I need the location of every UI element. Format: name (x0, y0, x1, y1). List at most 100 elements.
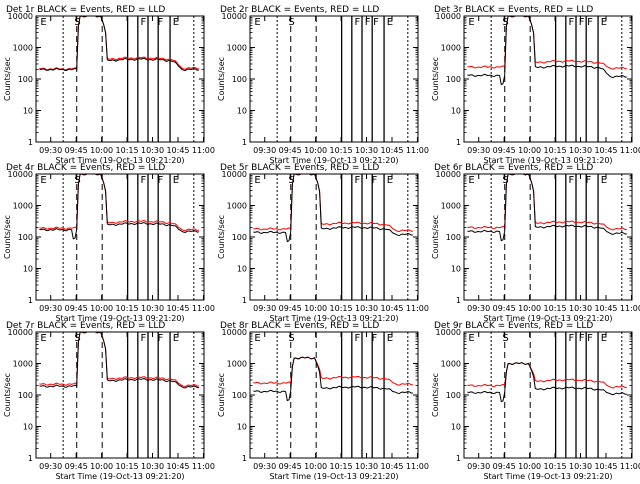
lld-series-line (253, 356, 413, 386)
y-tick-label: 1000 (227, 44, 247, 53)
lld-series-line (39, 332, 199, 388)
y-tick-label: 100 (232, 75, 247, 84)
x-tick-label: 10:30 (355, 146, 378, 155)
x-tick-label: 10:00 (518, 462, 541, 471)
plot-frame (463, 173, 633, 301)
x-tick-label: 10:30 (355, 462, 378, 471)
y-tick-label: 1000 (227, 202, 247, 211)
y-tick-label: 1 (456, 138, 461, 147)
y-axis-label: Counts/sec (217, 57, 226, 101)
plot-frame (463, 15, 633, 143)
y-axis-label: Counts/sec (217, 215, 226, 259)
lld-series-line (467, 174, 627, 231)
y-tick-label: 1 (242, 138, 247, 147)
y-tick-label: 10000 (8, 12, 33, 21)
y-tick-label: 10000 (8, 328, 33, 337)
panel-title: Det 4r BLACK = Events, RED = LLD (6, 163, 165, 173)
x-tick-label: 10:30 (141, 304, 164, 313)
event-marker: F (157, 175, 163, 186)
event-marker: E (40, 17, 46, 28)
x-tick-label: 09:30 (253, 146, 276, 155)
series-group (253, 356, 413, 402)
x-tick-label: 10:45 (380, 304, 403, 313)
lld-series-line (253, 174, 413, 233)
panel-title: Det 6r BLACK = Events, RED = LLD (434, 163, 593, 173)
detector-panel: Det 5r BLACK = Events, RED = LLD 1 10 100 10… (217, 163, 429, 323)
x-tick-label: 10:30 (355, 304, 378, 313)
series-group (39, 174, 199, 240)
y-tick-label: 1 (242, 454, 247, 463)
series-group (467, 16, 627, 86)
event-marker: F (157, 333, 163, 344)
x-tick-label: 10:15 (544, 304, 567, 313)
detector-panel: Det 4r BLACK = Events, RED = LLD 1 10 100 10… (3, 163, 215, 323)
lld-series-line (467, 16, 627, 70)
x-axis-label: Start Time (19-Oct-13 09:21:20) (55, 156, 184, 165)
event-marker: S (74, 17, 80, 28)
y-tick-label: 100 (446, 233, 461, 242)
event-marker: F (569, 175, 575, 186)
y-tick-label: 100 (232, 233, 247, 242)
x-tick-label: 11:00 (192, 304, 215, 313)
event-marker: E (468, 333, 474, 344)
event-marker: F (587, 333, 593, 344)
x-tick-label: 10:00 (90, 146, 113, 155)
event-marker: F (355, 17, 361, 28)
y-tick-label: 100 (446, 75, 461, 84)
y-tick-label: 1000 (227, 360, 247, 369)
x-tick-label: 10:30 (141, 146, 164, 155)
detector-panel: Det 6r BLACK = Events, RED = LLD 1 10 100 10… (431, 163, 640, 323)
x-tick-label: 11:00 (620, 146, 640, 155)
event-marker: F (587, 17, 593, 28)
event-marker: F (141, 175, 147, 186)
x-axis-label: Start Time (19-Oct-13 09:21:20) (483, 156, 612, 165)
event-marker: E (173, 333, 179, 344)
x-tick-label: 11:00 (406, 462, 429, 471)
x-axis-label: Start Time (19-Oct-13 09:21:20) (269, 156, 398, 165)
x-tick-label: 09:45 (65, 146, 88, 155)
event-marker: F (355, 175, 361, 186)
detector-panel: Det 7r BLACK = Events, RED = LLD 1 10 100 10… (3, 321, 215, 481)
x-tick-label: 09:30 (253, 462, 276, 471)
detector-panel: Det 8r BLACK = Events, RED = LLD 1 10 100 10… (217, 321, 429, 481)
y-tick-label: 1000 (13, 44, 33, 53)
plot-area: 1 10 100 1000 10000 Counts/sec 09:30 09:45 10:00… (217, 170, 429, 323)
x-tick-label: 10:30 (569, 146, 592, 155)
y-tick-label: 10 (237, 423, 247, 432)
lld-series-line (39, 16, 199, 71)
plot-frame (35, 15, 205, 143)
plot-area: 1 10 100 1000 10000 Counts/sec 09:30 09:45 10:00… (3, 12, 215, 165)
x-tick-label: 10:00 (90, 304, 113, 313)
series-group (253, 174, 413, 243)
x-tick-label: 10:15 (330, 146, 353, 155)
plot-area: 1 10 100 1000 10000 Counts/sec 09:30 09:45 10:00… (217, 328, 429, 481)
event-marker: F (579, 17, 585, 28)
x-tick-label: 10:15 (330, 304, 353, 313)
x-tick-label: 09:30 (39, 304, 62, 313)
plot-area: 1 10 100 1000 10000 Counts/sec 09:30 09:45 10:00… (3, 170, 215, 323)
y-tick-label: 10000 (436, 328, 461, 337)
series-group (39, 16, 199, 72)
x-tick-label: 10:15 (544, 146, 567, 155)
x-tick-label: 11:00 (620, 462, 640, 471)
event-marker: S (288, 333, 294, 344)
x-axis-label: Start Time (19-Oct-13 09:21:20) (55, 472, 184, 480)
y-axis-label: Counts/sec (3, 215, 12, 259)
y-tick-label: 100 (18, 233, 33, 242)
event-marker: S (502, 333, 508, 344)
event-marker: E (468, 17, 474, 28)
detector-panel: Det 9r BLACK = Events, RED = LLD 1 10 100 10… (431, 321, 640, 481)
x-tick-label: 10:45 (594, 146, 617, 155)
x-tick-label: 11:00 (620, 304, 640, 313)
x-tick-label: 09:30 (253, 304, 276, 313)
events-series-line (467, 174, 627, 242)
event-marker: S (288, 17, 294, 28)
y-tick-label: 10000 (222, 170, 247, 179)
plot-frame (35, 331, 205, 459)
event-marker: F (371, 175, 377, 186)
plot-frame (249, 15, 419, 143)
panel-title: Det 7r BLACK = Events, RED = LLD (6, 321, 165, 331)
x-tick-label: 09:45 (493, 462, 516, 471)
y-tick-label: 10 (451, 265, 461, 274)
events-series-line (39, 332, 199, 389)
